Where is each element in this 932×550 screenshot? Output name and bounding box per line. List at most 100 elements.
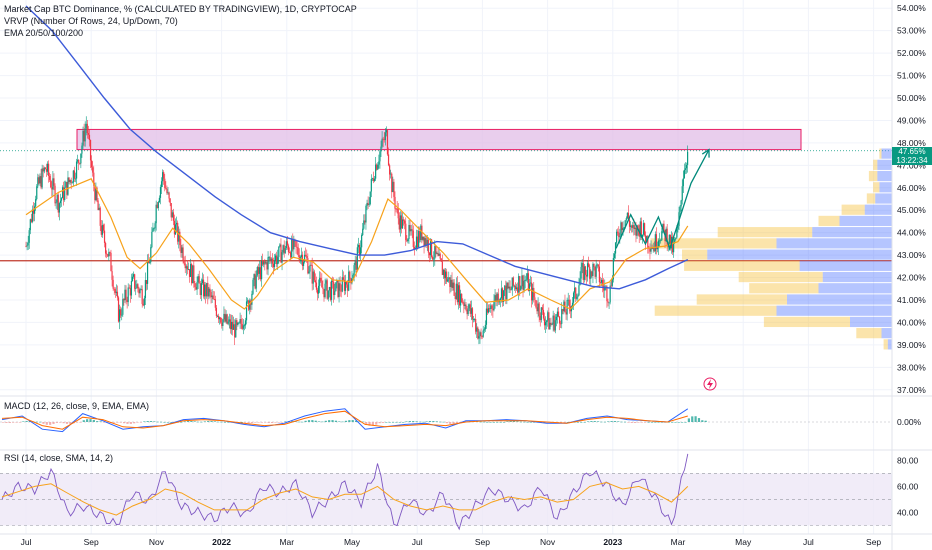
candle-body	[419, 231, 421, 241]
macd-histogram-bar	[321, 421, 324, 423]
rsi-legend[interactable]: RSI (14, close, SMA, 14, 2)	[4, 453, 114, 463]
candle-body	[308, 271, 310, 274]
candle-body	[128, 287, 130, 289]
candle-body	[621, 222, 623, 231]
candle-body	[132, 274, 135, 277]
candle-body	[643, 223, 646, 236]
macd-histogram-bar	[388, 422, 391, 423]
candle-body	[454, 295, 456, 300]
candle-body	[591, 271, 593, 277]
candle-body	[495, 295, 497, 302]
volume-profile-up-bar	[879, 182, 892, 193]
candle-body	[191, 264, 193, 284]
candle-body	[272, 263, 275, 268]
candle-body	[61, 187, 64, 199]
candle-body	[407, 238, 409, 242]
ema-lines	[25, 5, 689, 310]
time-tick-label: Nov	[540, 537, 556, 547]
candle-body	[663, 223, 665, 230]
time-tick-label: Nov	[149, 537, 165, 547]
candle-body	[489, 308, 491, 310]
macd-histogram-bar	[35, 421, 38, 423]
time-tick-label: Sep	[475, 537, 490, 547]
candle-body	[321, 280, 323, 288]
macd-histogram-bar	[210, 421, 213, 422]
candle-body	[426, 239, 428, 246]
candle-body	[261, 260, 263, 280]
macd-histogram-bar	[452, 422, 455, 424]
candle-body	[116, 291, 119, 298]
candle-body	[611, 279, 613, 286]
macd-histogram-bar	[398, 422, 401, 423]
candle-body	[377, 164, 379, 170]
candle-body	[382, 138, 384, 140]
macd-histogram-bar	[277, 422, 280, 423]
candle-body	[324, 283, 326, 298]
candle-body	[568, 299, 570, 307]
candle-body	[217, 315, 220, 320]
candle-body	[448, 277, 450, 280]
candle-body	[136, 284, 138, 289]
candle-body	[115, 291, 117, 293]
candle-body	[357, 245, 360, 248]
candle-body	[57, 194, 59, 213]
macd-histogram-bar	[506, 421, 509, 422]
lightning-icon[interactable]	[703, 377, 717, 391]
candle-body	[32, 209, 35, 214]
macd-legend[interactable]: MACD (12, 26, close, 9, EMA, EMA)	[4, 401, 150, 411]
candle-body	[429, 239, 432, 256]
candle-body	[554, 320, 556, 331]
macd-histogram-bar	[425, 421, 428, 422]
candle-body	[137, 284, 139, 289]
macd-histogram-bar	[697, 418, 701, 422]
candle-body	[126, 299, 128, 303]
time-tick-label: May	[735, 537, 752, 547]
volume-profile-up-bar	[787, 294, 892, 305]
candle-body	[466, 309, 468, 315]
candle-body	[252, 279, 254, 294]
candle-body	[537, 303, 539, 312]
candle-body	[581, 263, 583, 267]
candle-body	[679, 206, 681, 213]
candle-body	[219, 317, 221, 320]
candle-body	[546, 320, 548, 323]
candle-body	[114, 289, 116, 293]
candle-body	[412, 230, 414, 248]
macd-histogram-bar	[15, 422, 18, 423]
candle-body	[358, 245, 361, 255]
candle-body	[343, 279, 346, 291]
candle-body	[396, 208, 398, 210]
vrvp-legend[interactable]: VRVP (Number Of Rows, 24, Up/Down, 70)	[4, 16, 178, 26]
candle-body	[25, 246, 27, 247]
candle-body	[446, 271, 448, 282]
candle-body	[471, 308, 474, 320]
main-legend-title[interactable]: Market Cap BTC Dominance, % (CALCULATED …	[4, 4, 357, 14]
candle-body	[344, 281, 347, 291]
candle-body	[181, 247, 183, 253]
candle-body	[541, 307, 543, 310]
candle-body	[141, 289, 143, 304]
candle-body	[598, 266, 601, 283]
candle-body	[109, 252, 111, 253]
candle-body	[428, 252, 431, 256]
candle-body	[122, 299, 124, 315]
candle-body	[334, 291, 336, 295]
candle-body	[669, 234, 672, 249]
macd-histogram-bar	[499, 422, 502, 423]
candle-body	[339, 283, 341, 291]
candle-body	[557, 311, 560, 317]
candle-body	[354, 260, 356, 266]
candle-body	[493, 301, 495, 311]
candle-body	[582, 263, 584, 280]
ema-legend[interactable]: EMA 20/50/100/200	[4, 28, 84, 38]
candle-body	[515, 287, 518, 290]
candle-body	[421, 225, 423, 240]
candle-body	[82, 130, 84, 146]
candle-body	[579, 278, 581, 286]
candle-body	[108, 252, 110, 257]
candle-body	[162, 172, 164, 182]
macd-histogram-bar	[492, 422, 496, 423]
candle-body	[625, 218, 627, 221]
macd-histogram-bar	[250, 422, 253, 423]
